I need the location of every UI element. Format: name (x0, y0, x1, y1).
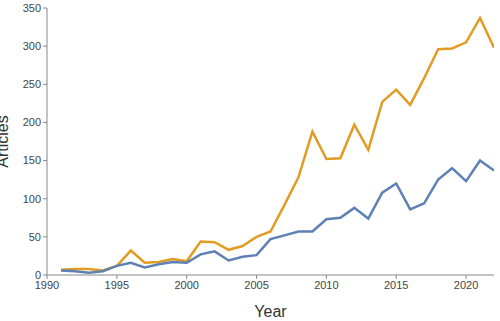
svg-text:250: 250 (23, 78, 41, 90)
svg-text:2020: 2020 (454, 279, 478, 291)
svg-text:350: 350 (23, 2, 41, 14)
svg-text:2005: 2005 (244, 279, 268, 291)
svg-text:2010: 2010 (314, 279, 338, 291)
svg-text:2015: 2015 (384, 279, 408, 291)
svg-text:1995: 1995 (105, 279, 129, 291)
svg-text:100: 100 (23, 193, 41, 205)
svg-text:2000: 2000 (174, 279, 198, 291)
svg-text:300: 300 (23, 40, 41, 52)
svg-text:Articles: Articles (8, 115, 11, 167)
svg-text:50: 50 (29, 231, 41, 243)
svg-text:0: 0 (35, 269, 41, 281)
svg-text:1990: 1990 (34, 278, 60, 291)
svg-text:150: 150 (23, 154, 41, 166)
svg-text:Year: Year (254, 303, 287, 320)
svg-text:200: 200 (23, 116, 41, 128)
